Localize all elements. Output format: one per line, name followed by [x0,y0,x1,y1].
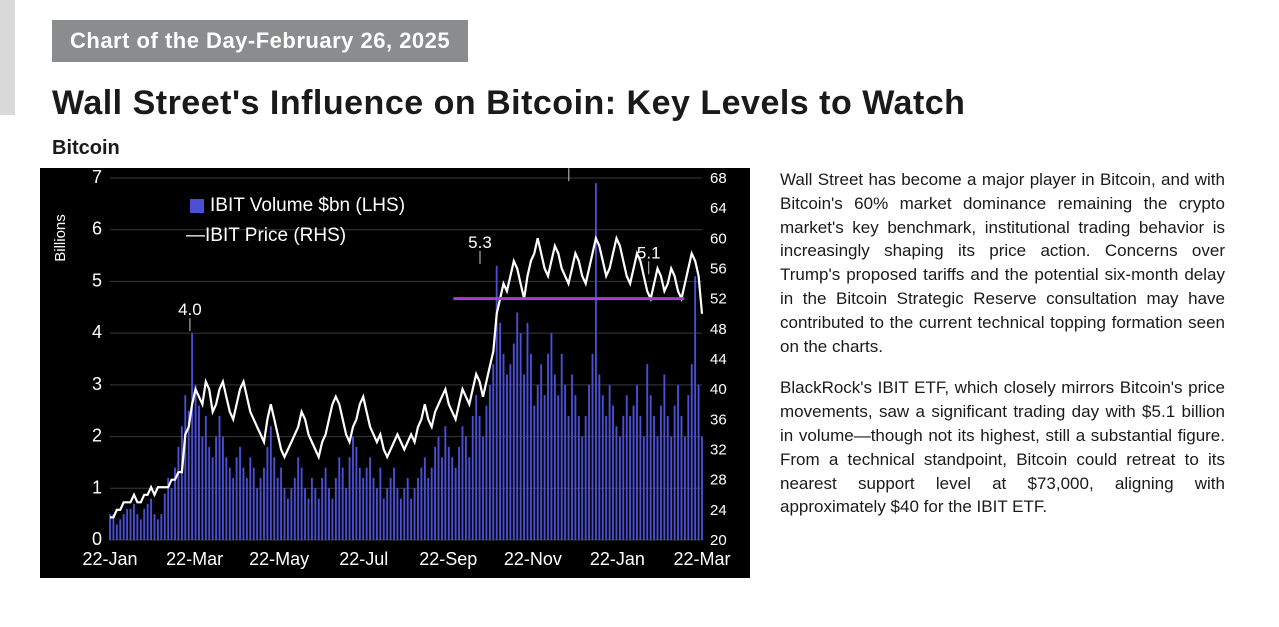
svg-text:6: 6 [92,219,102,239]
svg-text:IBIT Volume $bn (LHS): IBIT Volume $bn (LHS) [210,195,405,216]
svg-text:—IBIT Price (RHS): —IBIT Price (RHS) [186,225,346,246]
svg-text:68: 68 [710,170,727,187]
analysis-text: Wall Street has become a major player in… [780,168,1225,537]
svg-text:24: 24 [710,502,727,519]
svg-text:22-Mar: 22-Mar [673,549,730,569]
svg-text:44: 44 [710,351,727,368]
svg-text:28: 28 [710,472,727,489]
svg-text:22-Mar: 22-Mar [166,549,223,569]
svg-text:22-Jan: 22-Jan [82,549,137,569]
svg-text:4.0: 4.0 [178,300,202,319]
svg-text:Billions: Billions [52,214,69,262]
svg-text:4: 4 [92,322,102,342]
svg-text:22-Nov: 22-Nov [504,549,562,569]
svg-text:60: 60 [710,230,727,247]
svg-text:22-May: 22-May [249,549,309,569]
svg-text:5: 5 [92,270,102,290]
chart-subtitle: Bitcoin [52,137,1239,160]
svg-text:48: 48 [710,321,727,338]
svg-text:7: 7 [92,168,102,187]
svg-text:5.3: 5.3 [468,233,492,252]
svg-text:22-Sep: 22-Sep [419,549,477,569]
bitcoin-ibit-chart: 0123456720242832364044485256606468Billio… [40,168,750,578]
svg-text:5.1: 5.1 [637,243,661,262]
svg-text:22-Jul: 22-Jul [339,549,388,569]
svg-text:36: 36 [710,411,727,428]
svg-text:0: 0 [92,529,102,549]
chart-container: 0123456720242832364044485256606468Billio… [40,168,750,583]
svg-text:20: 20 [710,532,727,549]
analysis-paragraph-2: BlackRock's IBIT ETF, which closely mirr… [780,376,1225,519]
svg-text:3: 3 [92,374,102,394]
analysis-paragraph-1: Wall Street has become a major player in… [780,168,1225,358]
page-title: Wall Street's Influence on Bitcoin: Key … [52,84,1239,123]
svg-text:56: 56 [710,261,727,278]
content-row: 0123456720242832364044485256606468Billio… [40,168,1239,583]
chart-of-the-day-banner: Chart of the Day-February 26, 2025 [52,20,468,62]
left-gray-strip [0,0,15,115]
svg-text:64: 64 [710,200,727,217]
svg-text:2: 2 [92,426,102,446]
svg-text:52: 52 [710,291,727,308]
svg-text:32: 32 [710,442,727,459]
svg-text:1: 1 [92,477,102,497]
svg-text:22-Jan: 22-Jan [590,549,645,569]
svg-text:40: 40 [710,381,727,398]
